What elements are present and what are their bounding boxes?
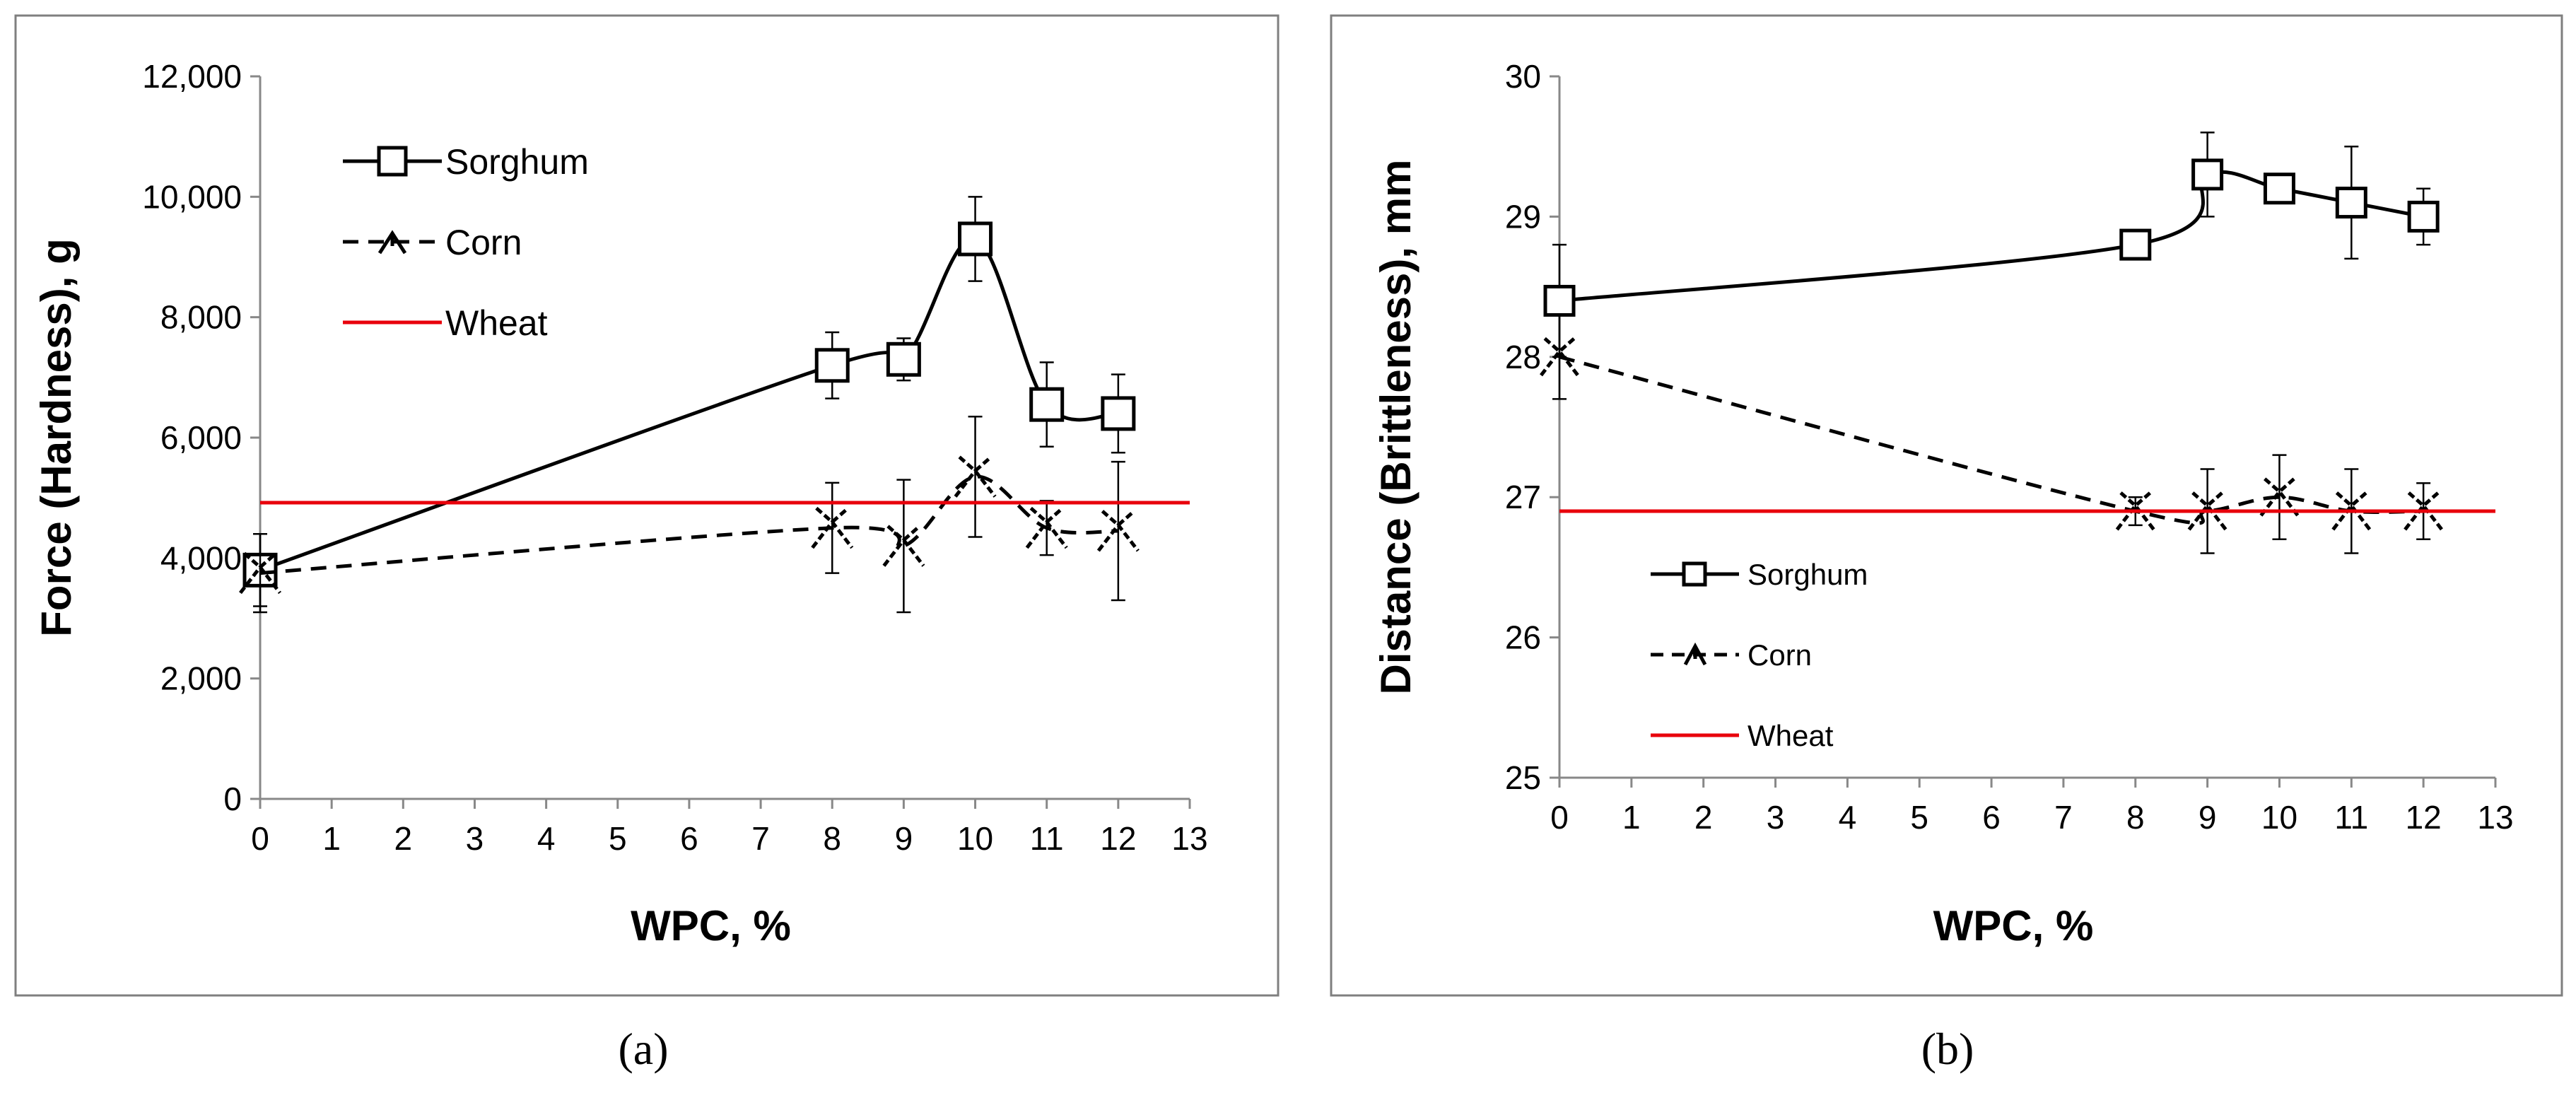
x-tick-label: 2 bbox=[1694, 799, 1713, 836]
x-tick-label: 8 bbox=[2126, 799, 2145, 836]
x-tick-label: 1 bbox=[1622, 799, 1641, 836]
data-point-corn bbox=[2404, 491, 2444, 531]
data-point-corn bbox=[2115, 491, 2155, 531]
legend-b-corn-label: Corn bbox=[1747, 638, 1812, 672]
y-tick-label: 25 bbox=[1505, 759, 1541, 796]
y-tick-label: 2,000 bbox=[160, 660, 242, 697]
y-tick-label: 12,000 bbox=[142, 58, 242, 95]
y-axis-title: Force (Hardness), g bbox=[33, 238, 80, 636]
data-point-sorghum bbox=[814, 348, 850, 383]
x-tick-label: 9 bbox=[895, 820, 913, 857]
data-point-corn bbox=[2331, 491, 2372, 531]
legend-a-sorghum-marker bbox=[377, 146, 408, 177]
x-tick-label: 7 bbox=[751, 820, 770, 857]
y-tick-label: 26 bbox=[1505, 619, 1541, 656]
data-point-corn bbox=[1540, 337, 1579, 377]
data-point-sorghum bbox=[1029, 387, 1065, 422]
legend-b: Sorghum Corn Wheat bbox=[1651, 558, 1868, 752]
data-point-sorghum bbox=[886, 341, 921, 377]
data-point-sorghum bbox=[1101, 396, 1136, 431]
x-tick-label: 12 bbox=[1100, 820, 1136, 857]
data-point-corn bbox=[1096, 510, 1140, 552]
x-tick-label: 5 bbox=[609, 820, 627, 857]
data-point-corn bbox=[954, 455, 997, 498]
x-axis-title: WPC, % bbox=[631, 902, 791, 949]
x-tick-label: 6 bbox=[1982, 799, 2001, 836]
data-point-sorghum bbox=[2335, 187, 2367, 219]
data-point-corn bbox=[2187, 491, 2227, 531]
data-point-corn bbox=[1025, 506, 1068, 549]
x-tick-label: 11 bbox=[1030, 820, 1064, 857]
x-tick-label: 9 bbox=[2199, 799, 2217, 836]
y-tick-label: 27 bbox=[1505, 479, 1541, 515]
legend-a-corn-marker bbox=[377, 230, 407, 255]
x-tick-label: 0 bbox=[251, 820, 269, 857]
x-tick-label: 0 bbox=[1550, 799, 1569, 836]
legend-b-sorghum-label: Sorghum bbox=[1747, 558, 1868, 591]
x-tick-label: 3 bbox=[466, 820, 484, 857]
caption-b: (b) bbox=[1921, 1024, 1974, 1074]
y-tick-label: 29 bbox=[1505, 198, 1541, 235]
x-tick-label: 2 bbox=[394, 820, 413, 857]
data-point-sorghum bbox=[2263, 173, 2295, 205]
y-tick-label: 10,000 bbox=[142, 178, 242, 215]
x-tick-label: 1 bbox=[322, 820, 341, 857]
legend-a: Sorghum Corn Wheat bbox=[343, 142, 589, 343]
data-point-corn bbox=[239, 551, 281, 595]
y-tick-label: 8,000 bbox=[160, 299, 242, 336]
x-tick-label: 12 bbox=[2406, 799, 2442, 836]
legend-b-sorghum-marker bbox=[1682, 561, 1707, 587]
data-point-sorghum bbox=[1543, 284, 1576, 317]
caption-a: (a) bbox=[618, 1024, 668, 1074]
data-point-corn bbox=[882, 525, 925, 567]
data-point-sorghum bbox=[2119, 228, 2152, 261]
x-tick-label: 8 bbox=[823, 820, 841, 857]
x-tick-label: 5 bbox=[1910, 799, 1928, 836]
data-point-corn bbox=[811, 506, 854, 549]
x-tick-label: 4 bbox=[537, 820, 556, 857]
legend-b-corn-marker bbox=[1683, 642, 1707, 666]
x-tick-label: 10 bbox=[2261, 799, 2297, 836]
x-tick-label: 10 bbox=[957, 820, 993, 857]
panel-a-frame bbox=[14, 14, 1280, 997]
data-point-sorghum bbox=[2407, 200, 2440, 233]
data-point-corn bbox=[2259, 477, 2300, 517]
y-tick-label: 30 bbox=[1505, 58, 1541, 95]
y-tick-label: 28 bbox=[1505, 339, 1541, 375]
legend-a-sorghum-label: Sorghum bbox=[445, 142, 589, 182]
data-point-sorghum bbox=[2191, 158, 2224, 191]
y-tick-label: 6,000 bbox=[160, 419, 242, 456]
legend-a-corn-label: Corn bbox=[445, 223, 522, 262]
x-tick-label: 6 bbox=[680, 820, 698, 857]
x-tick-label: 4 bbox=[1839, 799, 1857, 836]
series-corn-line bbox=[259, 474, 1118, 575]
legend-a-wheat-label: Wheat bbox=[445, 303, 548, 343]
y-axis-title: Distance (Brittleness), mm bbox=[1372, 160, 1419, 695]
x-tick-label: 13 bbox=[1171, 820, 1207, 857]
panel-b-frame bbox=[1330, 14, 2563, 997]
x-tick-label: 7 bbox=[2054, 799, 2073, 836]
x-tick-label: 3 bbox=[1767, 799, 1785, 836]
x-tick-label: 11 bbox=[2334, 799, 2368, 836]
legend-b-wheat-label: Wheat bbox=[1747, 719, 1834, 752]
y-tick-label: 0 bbox=[223, 781, 242, 817]
x-tick-label: 13 bbox=[2477, 799, 2513, 836]
y-tick-label: 4,000 bbox=[160, 539, 242, 576]
x-axis-title: WPC, % bbox=[1933, 902, 2094, 949]
data-point-sorghum bbox=[958, 221, 993, 257]
